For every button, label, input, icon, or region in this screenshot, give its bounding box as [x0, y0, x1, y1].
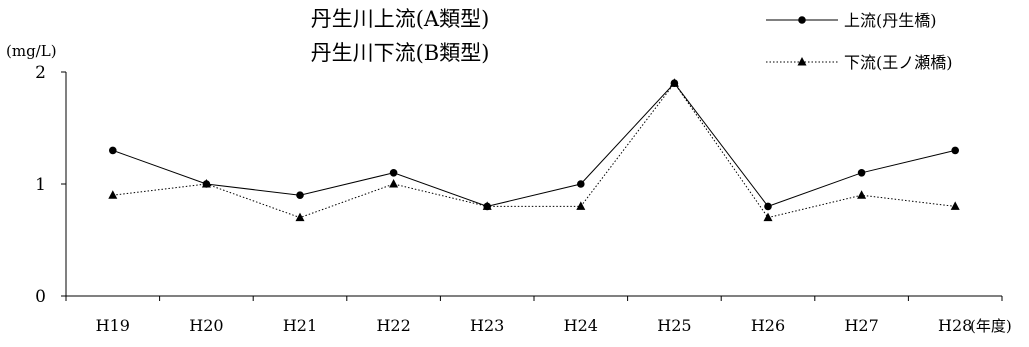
y-tick-label: 2 [35, 63, 46, 83]
legend-label: 下流(王ノ瀬橋) [844, 53, 953, 72]
x-tick-label: H27 [844, 316, 878, 335]
series-line [112, 82, 956, 207]
data-point-circle [389, 169, 398, 177]
axes: 0 1 2 H19 H20 H21 H22 H23 H24 H25 H26 H27 H28 [35, 63, 1003, 335]
x-tick-label: H24 [564, 316, 598, 335]
data-point-triangle [389, 179, 399, 188]
data-point-circle [202, 180, 211, 188]
data-point-triangle [295, 212, 305, 222]
series-line [112, 82, 956, 219]
data-point-circle [109, 146, 117, 155]
chart-title-line-1: 丹生川上流(A類型) [311, 7, 490, 31]
x-tick-label: H26 [751, 316, 785, 335]
legend: 上流(丹生橋) 下流(王ノ瀬橋) [766, 11, 953, 72]
x-tick-label: H28 [938, 316, 972, 335]
x-tick-label: H25 [657, 316, 691, 335]
y-tick-label: 1 [35, 175, 46, 195]
data-point-triangle [950, 201, 960, 210]
x-tick-label: H21 [283, 316, 317, 335]
data-point-triangle [763, 212, 773, 222]
data-point-circle [670, 79, 679, 87]
plot-area [108, 78, 960, 222]
data-point-circle [296, 191, 304, 199]
data-point-circle [857, 169, 866, 177]
data-point-circle [483, 202, 492, 211]
series-2 [108, 78, 960, 222]
data-point-circle [577, 180, 585, 188]
y-axis-unit-label: (mg/L) [6, 42, 57, 60]
x-tick-label: H19 [96, 316, 130, 335]
data-point-triangle [576, 201, 586, 210]
data-point-triangle [857, 190, 867, 199]
x-tick-label: H20 [189, 316, 223, 335]
legend-item-2: 下流(王ノ瀬橋) [766, 53, 953, 72]
data-point-triangle [797, 57, 807, 66]
legend-item-1: 上流(丹生橋) [766, 11, 937, 30]
series-1 [109, 79, 959, 211]
chart-title-line-2: 丹生川下流(B類型) [311, 41, 490, 65]
data-point-circle [951, 146, 959, 155]
data-point-circle [798, 16, 806, 24]
data-point-circle [764, 202, 772, 211]
legend-label: 上流(丹生橋) [844, 11, 937, 30]
x-tick-label: H23 [470, 316, 504, 335]
y-tick-label: 0 [35, 287, 46, 307]
data-point-triangle [108, 190, 118, 199]
x-axis-unit-label: (年度) [970, 317, 1012, 335]
x-tick-label: H22 [376, 316, 410, 335]
